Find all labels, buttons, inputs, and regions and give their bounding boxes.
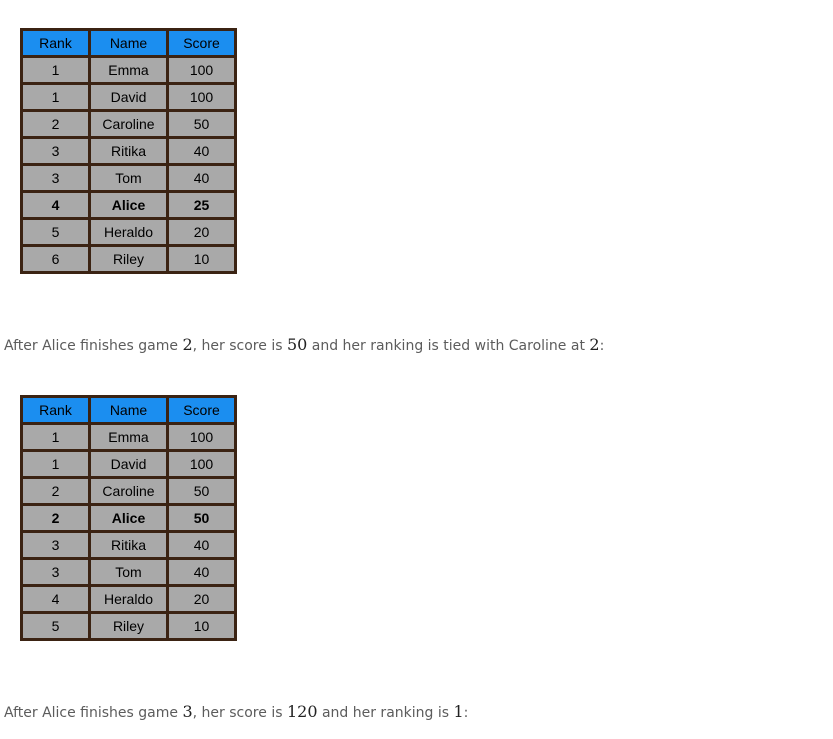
game-3-paragraph: After Alice finishes game 3, her score i… (4, 702, 468, 721)
rank-cell: 2 (20, 109, 91, 139)
name-cell: Tom (88, 557, 169, 587)
table-row: 3 Ritika 40 (20, 530, 237, 560)
rank-cell: 1 (20, 82, 91, 112)
table-row: 4 Heraldo 20 (20, 584, 237, 614)
table-row: 1 Emma 100 (20, 422, 237, 452)
score-cell: 20 (166, 584, 237, 614)
score-value: 50 (286, 335, 308, 354)
table-row: 1 David 100 (20, 82, 237, 112)
rank-cell: 1 (20, 449, 91, 479)
name-cell: Tom (88, 163, 169, 193)
name-cell: Alice (88, 190, 169, 220)
rank-cell: 4 (20, 190, 91, 220)
rank-cell: 1 (20, 422, 91, 452)
score-cell: 100 (166, 449, 237, 479)
table-row: 3 Tom 40 (20, 163, 237, 193)
name-cell: David (88, 449, 169, 479)
score-cell: 40 (166, 557, 237, 587)
score-cell: 20 (166, 217, 237, 247)
score-cell: 10 (166, 244, 237, 274)
score-header: Score (166, 28, 237, 58)
rank-cell: 4 (20, 584, 91, 614)
name-cell: Heraldo (88, 584, 169, 614)
score-cell: 100 (166, 55, 237, 85)
score-cell: 25 (166, 190, 237, 220)
score-cell: 100 (166, 422, 237, 452)
rank-cell: 2 (20, 476, 91, 506)
table-row: 6 Riley 10 (20, 244, 237, 274)
rank-value: 1 (453, 702, 464, 721)
rank-cell: 2 (20, 503, 91, 533)
score-header: Score (166, 395, 237, 425)
rank-cell: 3 (20, 136, 91, 166)
leaderboard-table-2: Rank Name Score 1 Emma 100 1 David 100 2 Caro… (20, 395, 237, 641)
score-cell: 50 (166, 109, 237, 139)
name-cell: Caroline (88, 476, 169, 506)
table-header-row: Rank Name Score (20, 395, 237, 425)
rank-cell: 3 (20, 530, 91, 560)
highlighted-row: 4 Alice 25 (20, 190, 237, 220)
score-cell: 50 (166, 476, 237, 506)
text: and her ranking is tied with Caroline at (307, 338, 590, 354)
text: , her score is (192, 338, 287, 354)
name-cell: Riley (88, 611, 169, 641)
rank-cell: 5 (20, 217, 91, 247)
leaderboard-table-1: Rank Name Score 1 Emma 100 1 David 100 2 Caro… (20, 28, 237, 274)
table-row: 2 Caroline 50 (20, 476, 237, 506)
score-cell: 100 (166, 82, 237, 112)
table-row: 1 Emma 100 (20, 55, 237, 85)
name-header: Name (88, 28, 169, 58)
name-cell: Heraldo (88, 217, 169, 247)
rank-cell: 3 (20, 163, 91, 193)
score-cell: 10 (166, 611, 237, 641)
rank-header: Rank (20, 28, 91, 58)
name-header: Name (88, 395, 169, 425)
rank-cell: 1 (20, 55, 91, 85)
table-header-row: Rank Name Score (20, 28, 237, 58)
rank-header: Rank (20, 395, 91, 425)
highlighted-row: 2 Alice 50 (20, 503, 237, 533)
score-cell: 40 (166, 530, 237, 560)
score-cell: 40 (166, 136, 237, 166)
name-cell: Ritika (88, 530, 169, 560)
table-row: 1 David 100 (20, 449, 237, 479)
game-number: 2 (182, 335, 193, 354)
name-cell: Caroline (88, 109, 169, 139)
text: : (463, 705, 469, 721)
rank-cell: 3 (20, 557, 91, 587)
table-row: 5 Heraldo 20 (20, 217, 237, 247)
text: and her ranking is (317, 705, 454, 721)
rank-value: 2 (589, 335, 600, 354)
score-cell: 40 (166, 163, 237, 193)
text: After Alice finishes game (4, 705, 183, 721)
table-row: 5 Riley 10 (20, 611, 237, 641)
rank-cell: 6 (20, 244, 91, 274)
text: After Alice finishes game (4, 338, 183, 354)
score-cell: 50 (166, 503, 237, 533)
table-row: 3 Ritika 40 (20, 136, 237, 166)
text: , her score is (192, 705, 287, 721)
game-2-paragraph: After Alice finishes game 2, her score i… (4, 335, 604, 354)
game-number: 3 (182, 702, 193, 721)
name-cell: Emma (88, 55, 169, 85)
name-cell: Ritika (88, 136, 169, 166)
text: : (599, 338, 605, 354)
name-cell: Riley (88, 244, 169, 274)
table-row: 2 Caroline 50 (20, 109, 237, 139)
score-value: 120 (286, 702, 318, 721)
name-cell: Emma (88, 422, 169, 452)
table-row: 3 Tom 40 (20, 557, 237, 587)
name-cell: Alice (88, 503, 169, 533)
rank-cell: 5 (20, 611, 91, 641)
name-cell: David (88, 82, 169, 112)
